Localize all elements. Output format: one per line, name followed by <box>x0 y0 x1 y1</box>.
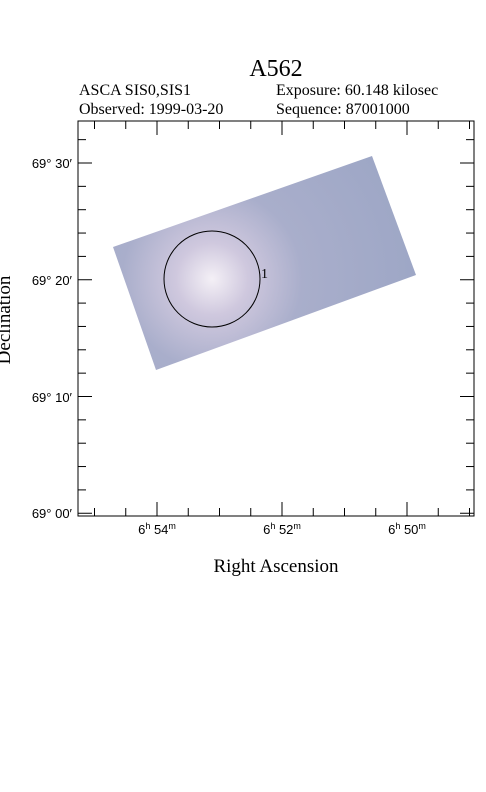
observed: Observed: 1999-03-20 <box>79 101 223 118</box>
x-tick-label: 6h 50m <box>388 521 426 537</box>
unit: m <box>418 521 426 531</box>
plot-frame <box>77 120 475 517</box>
tick-labels: 69° 30′69° 20′69° 10′69° 00′6h 54m 6h 52m… <box>32 156 426 537</box>
number: 52 <box>275 522 293 537</box>
y-tick-label: 69° 20′ <box>32 273 73 288</box>
title: A562 <box>249 56 302 82</box>
x-tick-label: 6h 54m <box>138 521 176 537</box>
x-axis-label: Right Ascension <box>213 556 339 577</box>
sky-image <box>113 156 416 370</box>
y-tick-label: 69° 00′ <box>32 506 73 521</box>
unit: m <box>293 521 301 531</box>
number: 6 <box>263 522 270 537</box>
number: 6 <box>138 522 145 537</box>
y-tick-label: 69° 30′ <box>32 156 73 171</box>
unit: h <box>145 521 150 531</box>
exposure: Exposure: 60.148 kilosec <box>276 82 438 99</box>
y-axis-label: Declination <box>0 275 15 364</box>
number: 6 <box>388 522 395 537</box>
region-circle <box>163 230 261 328</box>
x-tick-label: 6h 52m <box>263 521 301 537</box>
sequence: Sequence: 87001000 <box>276 101 410 118</box>
y-tick-label: 69° 10′ <box>32 390 73 405</box>
unit: h <box>395 521 400 531</box>
number: 50 <box>400 522 418 537</box>
unit: m <box>168 521 176 531</box>
ticks <box>78 121 474 516</box>
region-label: 1 <box>261 267 268 282</box>
instrument: ASCA SIS0,SIS1 <box>79 82 191 99</box>
unit: h <box>270 521 275 531</box>
number: 54 <box>150 522 168 537</box>
